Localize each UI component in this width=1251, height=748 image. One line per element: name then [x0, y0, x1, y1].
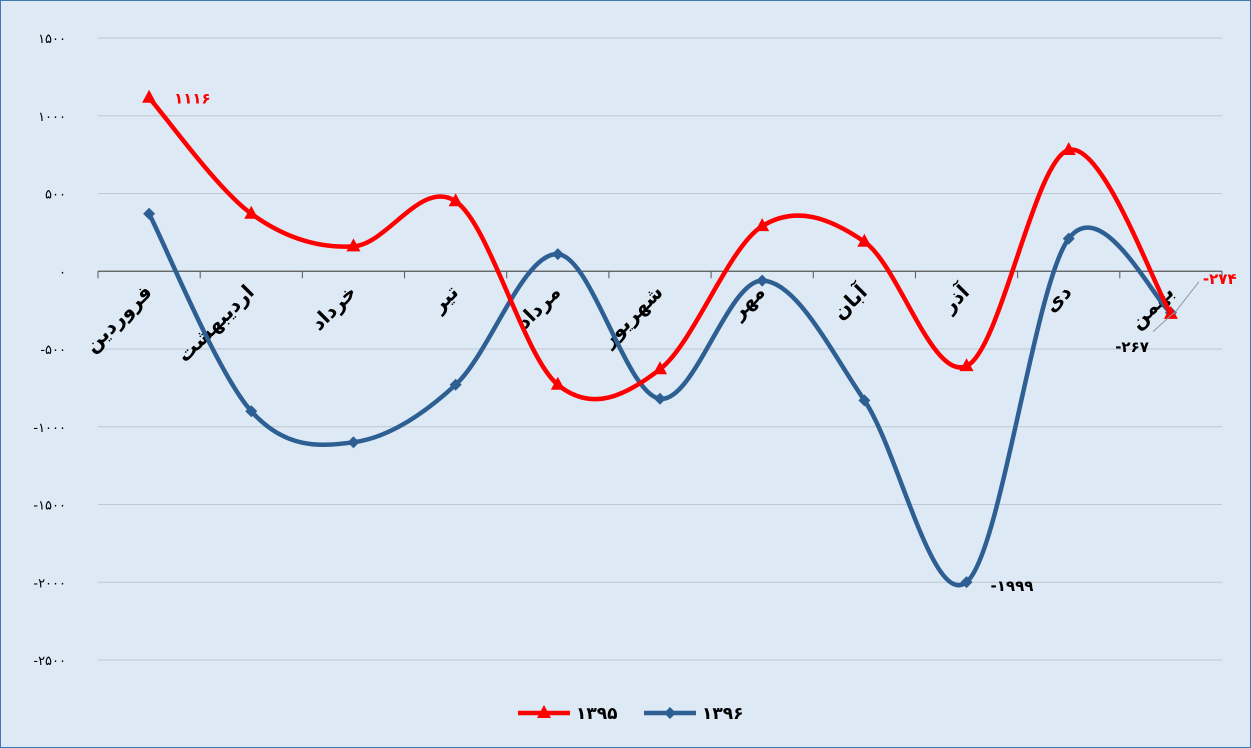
gridlines — [98, 37, 1222, 661]
data-label: -۲۶۷ — [1115, 338, 1149, 356]
data-point — [960, 576, 973, 589]
data-point — [142, 89, 157, 103]
x-tick-label: فروردین — [79, 280, 156, 357]
label-leader-line — [1152, 312, 1175, 333]
data-point — [755, 218, 770, 232]
y-tick-label: -۱۵۰۰ — [33, 499, 66, 514]
data-label: -۲۷۴ — [1203, 270, 1237, 288]
data-point — [143, 207, 156, 220]
data-point — [1163, 305, 1178, 319]
data-point — [244, 205, 259, 219]
legend: ۱۳۹۵ ۱۳۹۶ — [518, 704, 744, 724]
data-point — [857, 233, 872, 247]
x-tick-label: آذر — [935, 278, 974, 317]
data-point — [449, 378, 462, 391]
data-point — [858, 394, 871, 407]
series-1 — [143, 207, 1177, 589]
y-tick-label: -۲۵۰۰ — [33, 654, 66, 669]
y-tick-label: -۵۰۰ — [40, 343, 66, 358]
legend-item: ۱۳۹۶ — [644, 704, 744, 724]
series-line — [146, 211, 1174, 588]
data-point — [1062, 232, 1075, 245]
y-tick-label: -۲۰۰۰ — [33, 576, 66, 591]
data-point — [551, 248, 564, 261]
legend-label: ۱۳۹۶ — [702, 704, 744, 724]
legend-label: ۱۳۹۵ — [576, 704, 618, 724]
legend-item: ۱۳۹۵ — [518, 704, 618, 724]
data-point — [653, 361, 667, 375]
y-tick-label: ۱۰۰۰ — [38, 110, 66, 125]
series-line — [146, 95, 1174, 402]
x-tick-label: خرداد — [306, 280, 361, 335]
legend-marker — [537, 705, 551, 718]
data-point — [448, 193, 463, 207]
y-tick-label: -۱۰۰۰ — [33, 421, 66, 436]
data-point — [245, 405, 258, 418]
label-leader-line — [1173, 281, 1200, 315]
data-point — [756, 274, 769, 287]
y-tick-label: ۱۵۰۰ — [38, 32, 66, 47]
data-point — [346, 238, 361, 252]
data-point — [550, 376, 565, 390]
y-tick-label: ۵۰۰ — [45, 188, 66, 203]
data-point — [347, 436, 360, 449]
data-point — [654, 392, 666, 405]
series-0 — [142, 89, 1178, 402]
x-tick-label: تیر — [426, 280, 464, 318]
data-label: -۱۹۹۹ — [991, 577, 1034, 595]
data-labels: ۱۱۱۶ -۲۷۴ -۲۶۷ -۱۹۹۹ — [174, 90, 1237, 595]
legend-marker — [664, 707, 676, 719]
x-tick-label: آبان — [827, 278, 873, 324]
y-tick-label: ۰ — [59, 265, 66, 280]
data-point — [1061, 141, 1076, 155]
data-label: ۱۱۱۶ — [174, 90, 211, 108]
y-axis-ticks: ۱۵۰۰ ۱۰۰۰ ۵۰۰ ۰ -۵۰۰ -۱۰۰۰ -۱۵۰۰ -۲۰۰۰ -۲۵۰۰ — [33, 32, 66, 669]
data-point — [959, 358, 974, 372]
